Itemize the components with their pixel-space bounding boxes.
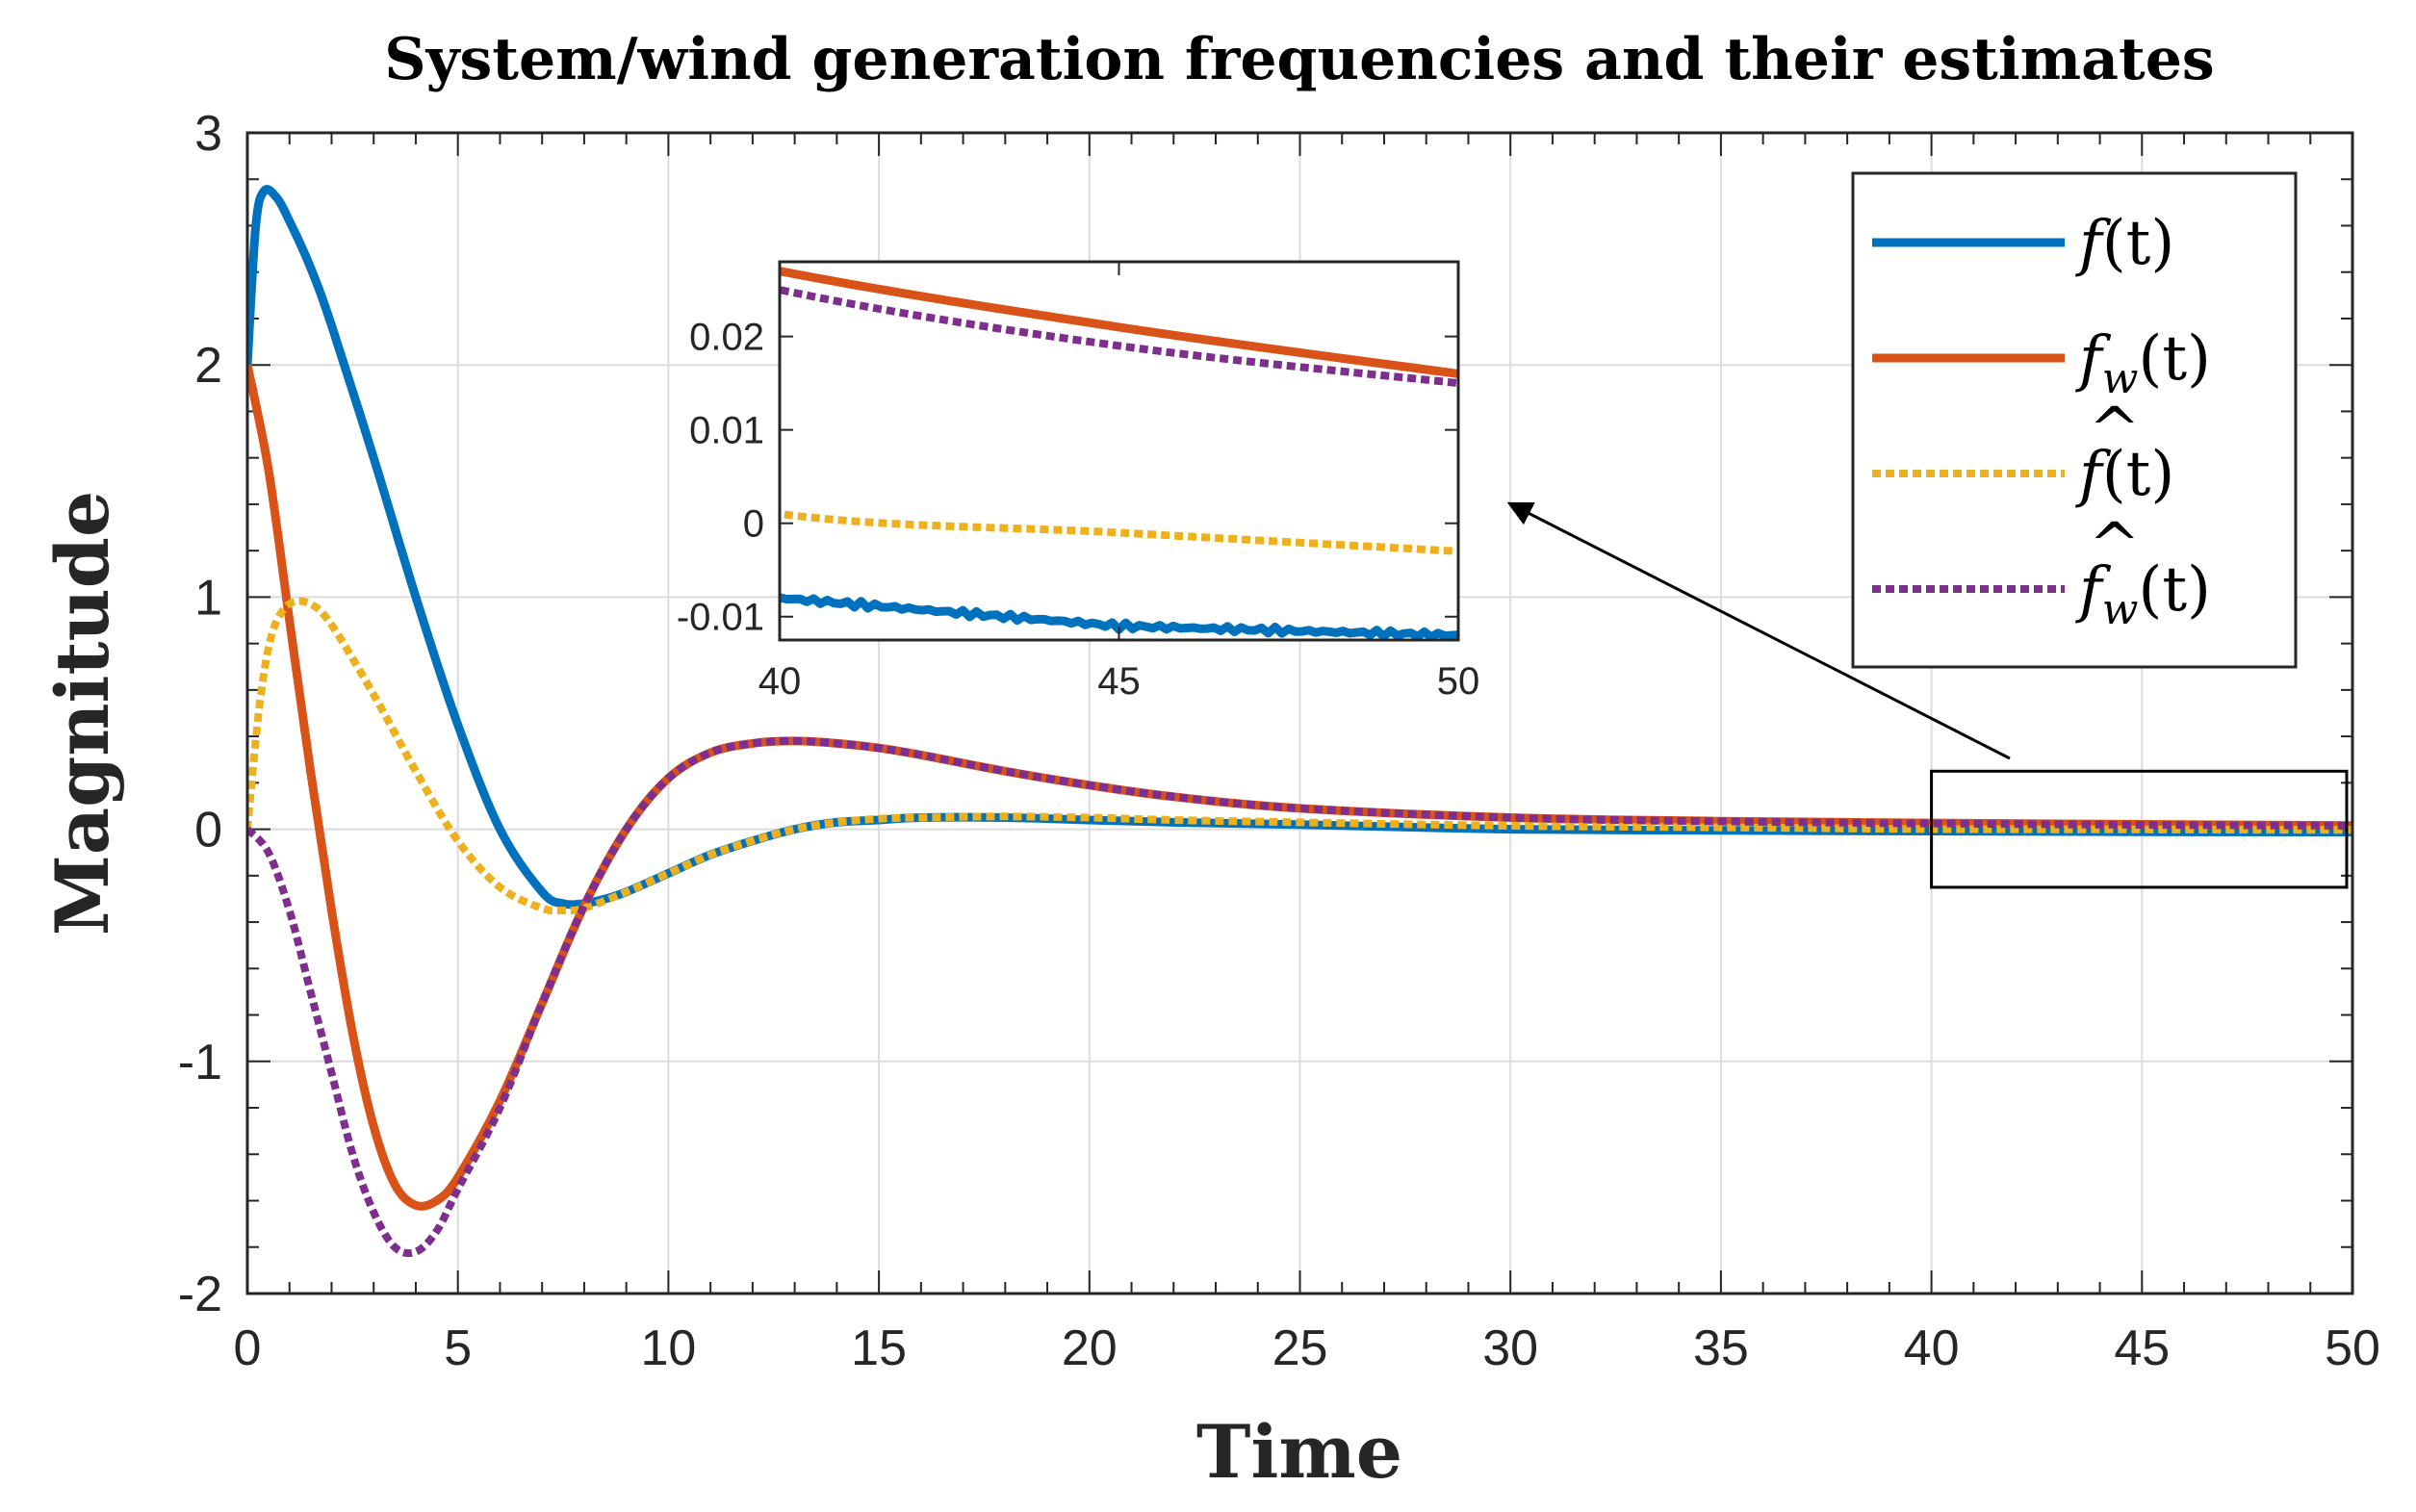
y-axis-label: Magnitude bbox=[39, 491, 125, 936]
x-tick-label: 10 bbox=[640, 1320, 696, 1376]
x-tick-label: 35 bbox=[1693, 1320, 1749, 1376]
x-tick-label: 50 bbox=[2325, 1320, 2380, 1376]
series-line-2 bbox=[247, 597, 2352, 915]
inset-y-tick-label: -0.01 bbox=[677, 597, 764, 639]
legend-label-2: f(t) bbox=[2075, 439, 2174, 510]
y-tick-label: 1 bbox=[194, 570, 222, 626]
x-tick-label: 20 bbox=[1062, 1320, 1118, 1376]
inset-y-tick-label: 0.01 bbox=[689, 410, 764, 452]
legend-hat-3: ^ bbox=[2089, 510, 2141, 581]
series-line-3 bbox=[247, 736, 2352, 1258]
legend-label-1: fw(t) bbox=[2075, 323, 2211, 403]
inset-ticks: 40 45 50 -0.01 0 0.01 0.02 bbox=[677, 262, 1479, 703]
x-tick-labels: 0 5 10 15 20 25 30 35 40 45 50 bbox=[234, 1320, 2380, 1376]
inset-x-tick-label: 45 bbox=[1097, 660, 1141, 703]
x-tick-label: 45 bbox=[2114, 1320, 2170, 1376]
inset-y-tick-label: 0.02 bbox=[689, 317, 764, 359]
x-axis-label: Time bbox=[1196, 1409, 1402, 1495]
legend-box bbox=[1851, 171, 2298, 669]
y-tick-label: 3 bbox=[194, 106, 222, 162]
y-tick-label: -1 bbox=[178, 1035, 222, 1090]
legend-label-3: fw(t) bbox=[2075, 554, 2211, 634]
x-tick-label: 0 bbox=[234, 1320, 262, 1376]
inset-x-tick-label: 40 bbox=[758, 660, 802, 703]
x-tick-label: 40 bbox=[1904, 1320, 1960, 1376]
inset-axes: 40 45 50 -0.01 0 0.01 0.02 bbox=[677, 260, 1479, 703]
zoom-region-box bbox=[1930, 769, 2349, 889]
inset-x-tick-label: 50 bbox=[1437, 660, 1480, 703]
inset-series-line-3 bbox=[780, 286, 1458, 388]
main-series bbox=[247, 185, 2352, 1258]
x-tick-label: 15 bbox=[851, 1320, 907, 1376]
y-tick-label: 0 bbox=[194, 803, 222, 859]
legend-hat-2: ^ bbox=[2089, 395, 2141, 466]
inset-y-tick-label: 0 bbox=[743, 503, 764, 546]
y-tick-label: 2 bbox=[194, 338, 222, 394]
zoom-arrow bbox=[1506, 501, 2011, 760]
y-tick-labels: -2 -1 0 1 2 3 bbox=[178, 106, 222, 1322]
legend: f(t)fw(t)f(t)^fw(t)^ bbox=[1851, 171, 2298, 669]
inset-plot-area bbox=[780, 262, 1458, 640]
legend-label-0: f(t) bbox=[2075, 208, 2174, 279]
legend-entries: f(t)fw(t)f(t)^fw(t)^ bbox=[1872, 208, 2211, 634]
series-line-0 bbox=[247, 185, 2352, 910]
x-tick-label: 5 bbox=[444, 1320, 472, 1376]
inset-series-line-1 bbox=[780, 267, 1458, 378]
inset-series-line-2 bbox=[780, 509, 1458, 555]
x-tick-label: 25 bbox=[1272, 1320, 1328, 1376]
y-tick-label: -2 bbox=[178, 1267, 222, 1322]
chart-title: System/wind generation frequencies and t… bbox=[384, 26, 2214, 93]
main-axes-box bbox=[245, 131, 2354, 1295]
x-tick-label: 30 bbox=[1482, 1320, 1538, 1376]
